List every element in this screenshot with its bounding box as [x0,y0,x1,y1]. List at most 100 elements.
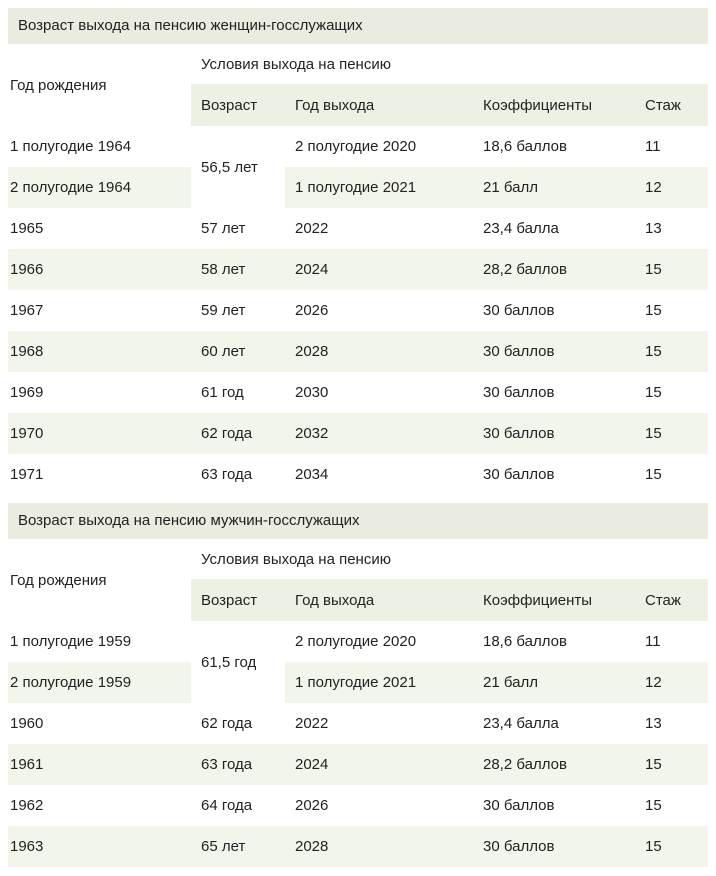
coefficient-cell: 23,4 балла [483,220,559,237]
service-cell: 13 [645,220,662,237]
exit-year-cell: 1 полугодие 2021 [285,167,473,208]
coefficients-header: Коэффициенты [473,84,635,126]
exit-year-cell: 1 полугодие 2021 [285,662,473,703]
table-row: 1966 58 лет 2024 28,2 баллов 15 [8,249,709,290]
table-row: 1969 61 год 2030 30 баллов 15 [8,372,708,413]
conditions-header: Условия выхода на пенсию [191,539,709,579]
table-row: 1971 63 года 2034 30 баллов 15 [8,454,708,495]
service-cell: 15 [645,384,662,401]
birth-year-cell: 1961 [8,744,191,785]
age-cell: 64 года [201,797,253,814]
exit-year-cell: 2028 [285,826,473,867]
pension-table-men: Год рождения Условия выхода на пенсию Во… [8,539,709,867]
exit-year-cell: 2024 [285,249,473,290]
coefficient-cell: 30 баллов [483,384,555,401]
birth-year-cell: 1966 [8,249,191,290]
exit-year-cell: 2 полугодие 2020 [295,138,417,155]
birth-year-cell: 1969 [10,384,44,401]
table-row: 1970 62 года 2032 30 баллов 15 [8,413,709,454]
table-row: 1968 60 лет 2028 30 баллов 15 [8,331,709,372]
birth-year-cell: 1962 [10,797,44,814]
exit-year-cell: 2032 [285,413,473,454]
service-cell: 11 [645,633,661,650]
exit-year-cell: 2026 [295,302,329,319]
table-row: 1965 57 лет 2022 23,4 балла 13 [8,208,708,249]
exit-year-cell: 2022 [295,715,329,732]
coefficient-cell: 30 баллов [483,797,555,814]
coefficient-cell: 21 балл [473,167,635,208]
birth-year-cell: 1965 [10,220,44,237]
coefficient-cell: 18,6 баллов [483,633,567,650]
birth-year-cell: 1 полугодие 1964 [10,138,132,155]
service-header: Стаж [635,579,709,621]
section-title-men: Возраст выхода на пенсию мужчин-госслужа… [8,503,708,539]
coefficient-cell: 30 баллов [473,826,635,867]
service-cell: 15 [635,826,709,867]
exit-year-cell: 2 полугодие 2020 [295,633,417,650]
coefficient-cell: 30 баллов [473,413,635,454]
conditions-header: Условия выхода на пенсию [191,44,709,84]
table-body: 1 полугодие 1964 56,5 лет 2 полугодие 2020… [8,126,709,495]
age-cell: 63 года [191,744,285,785]
age-cell: 56,5 лет [191,126,285,208]
age-cell: 58 лет [191,249,285,290]
exit-year-cell: 2024 [285,744,473,785]
service-cell: 13 [645,715,662,732]
exit-year-header: Год выхода [285,84,473,126]
exit-year-cell: 2028 [285,331,473,372]
birth-year-cell: 1970 [8,413,191,454]
birth-year-cell: 1967 [10,302,44,319]
section-title-women: Возраст выхода на пенсию женщин-госслужа… [8,8,708,44]
service-cell: 12 [635,662,709,703]
table-row: 1967 59 лет 2026 30 баллов 15 [8,290,708,331]
table-row: 1960 62 года 2022 23,4 балла 13 [8,703,708,744]
service-cell: 15 [635,249,709,290]
header-row-group: Год рождения Условия выхода на пенсию [8,44,709,126]
men-table-section: Возраст выхода на пенсию мужчин-госслужа… [8,503,709,867]
header-row-sub: Возраст Год выхода Коэффициенты Стаж [8,579,709,621]
birth-year-header: Год рождения [8,44,191,126]
age-cell: 61 год [201,384,244,401]
table-row: 2 полугодие 1959 1 полугодие 2021 21 балл 1… [8,662,709,703]
header-row-sub: Возраст Год выхода Коэффициенты Стаж [8,84,709,126]
birth-year-cell: 2 полугодие 1964 [8,167,191,208]
exit-year-cell: 2030 [295,384,329,401]
exit-year-cell: 2034 [295,466,329,483]
age-cell: 63 года [201,466,253,483]
birth-year-cell: 1968 [8,331,191,372]
coefficient-cell: 30 баллов [483,302,555,319]
age-cell: 59 лет [201,302,246,319]
age-cell: 65 лет [191,826,285,867]
birth-year-cell: 1963 [8,826,191,867]
coefficient-cell: 30 баллов [473,331,635,372]
coefficient-cell: 23,4 балла [483,715,559,732]
service-cell: 15 [645,466,662,483]
birth-year-header: Год рождения [8,539,191,621]
exit-year-cell: 2022 [295,220,329,237]
table-body: 1 полугодие 1959 61,5 год 2 полугодие 2020… [8,621,709,867]
women-table-section: Возраст выхода на пенсию женщин-госслужа… [8,8,709,495]
table-row: 2 полугодие 1964 1 полугодие 2021 21 балл 1… [8,167,709,208]
age-header: Возраст [191,84,285,126]
exit-year-header: Год выхода [285,579,473,621]
service-cell: 12 [635,167,709,208]
coefficient-cell: 21 балл [473,662,635,703]
service-header: Стаж [635,84,709,126]
coefficient-cell: 18,6 баллов [483,138,567,155]
birth-year-cell: 1960 [10,715,44,732]
pension-table-women: Год рождения Условия выхода на пенсию Во… [8,44,709,495]
age-cell: 57 лет [201,220,246,237]
coefficient-cell: 28,2 баллов [473,744,635,785]
coefficients-header: Коэффициенты [473,579,635,621]
age-cell: 61,5 год [191,621,285,703]
coefficient-cell: 30 баллов [483,466,555,483]
coefficient-cell: 28,2 баллов [473,249,635,290]
age-cell: 62 года [201,715,253,732]
exit-year-cell: 2026 [295,797,329,814]
service-cell: 15 [635,744,709,785]
age-header: Возраст [191,579,285,621]
birth-year-cell: 1971 [10,466,44,483]
service-cell: 15 [645,302,662,319]
birth-year-cell: 2 полугодие 1959 [8,662,191,703]
service-cell: 15 [635,413,709,454]
